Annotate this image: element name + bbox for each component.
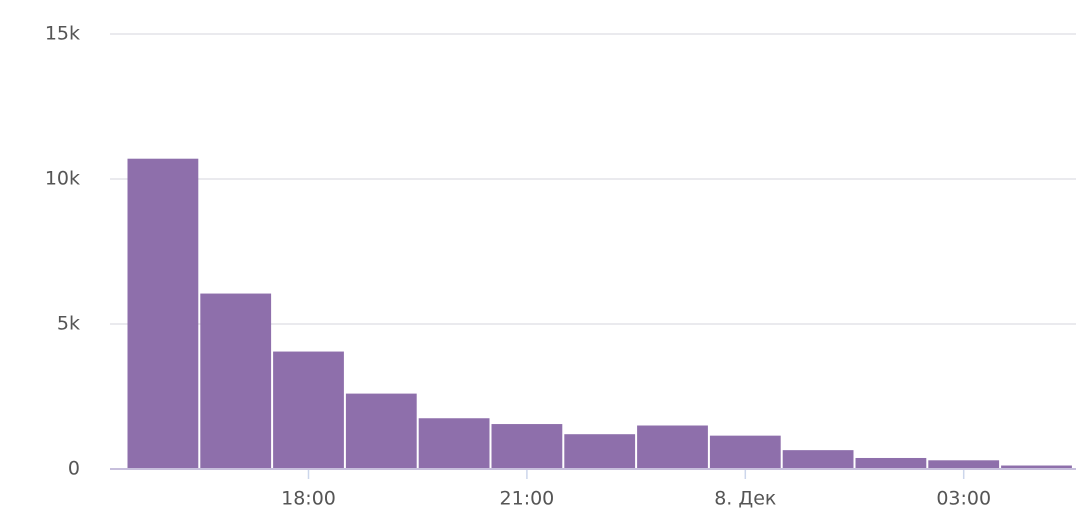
y-tick-label: 5k bbox=[57, 313, 80, 335]
bar bbox=[637, 425, 708, 469]
bar bbox=[345, 393, 417, 469]
bar bbox=[709, 435, 781, 469]
bar bbox=[928, 460, 1000, 469]
bar bbox=[491, 424, 563, 469]
y-tick-label: 10k bbox=[45, 168, 80, 190]
bar bbox=[564, 434, 636, 469]
x-tick-label: 18:00 bbox=[281, 488, 336, 510]
x-tick-label: 21:00 bbox=[500, 488, 555, 510]
bar bbox=[273, 351, 344, 469]
x-tick-label: 8. Дек bbox=[714, 488, 776, 510]
bar bbox=[418, 418, 490, 469]
bar bbox=[127, 158, 199, 469]
y-tick-label: 0 bbox=[68, 458, 80, 480]
bar bbox=[855, 457, 927, 469]
bar bbox=[782, 450, 854, 469]
bar bbox=[1001, 465, 1072, 469]
x-tick-label: 03:00 bbox=[936, 488, 991, 510]
bar bbox=[200, 293, 272, 469]
y-tick-label: 15k bbox=[45, 23, 80, 45]
